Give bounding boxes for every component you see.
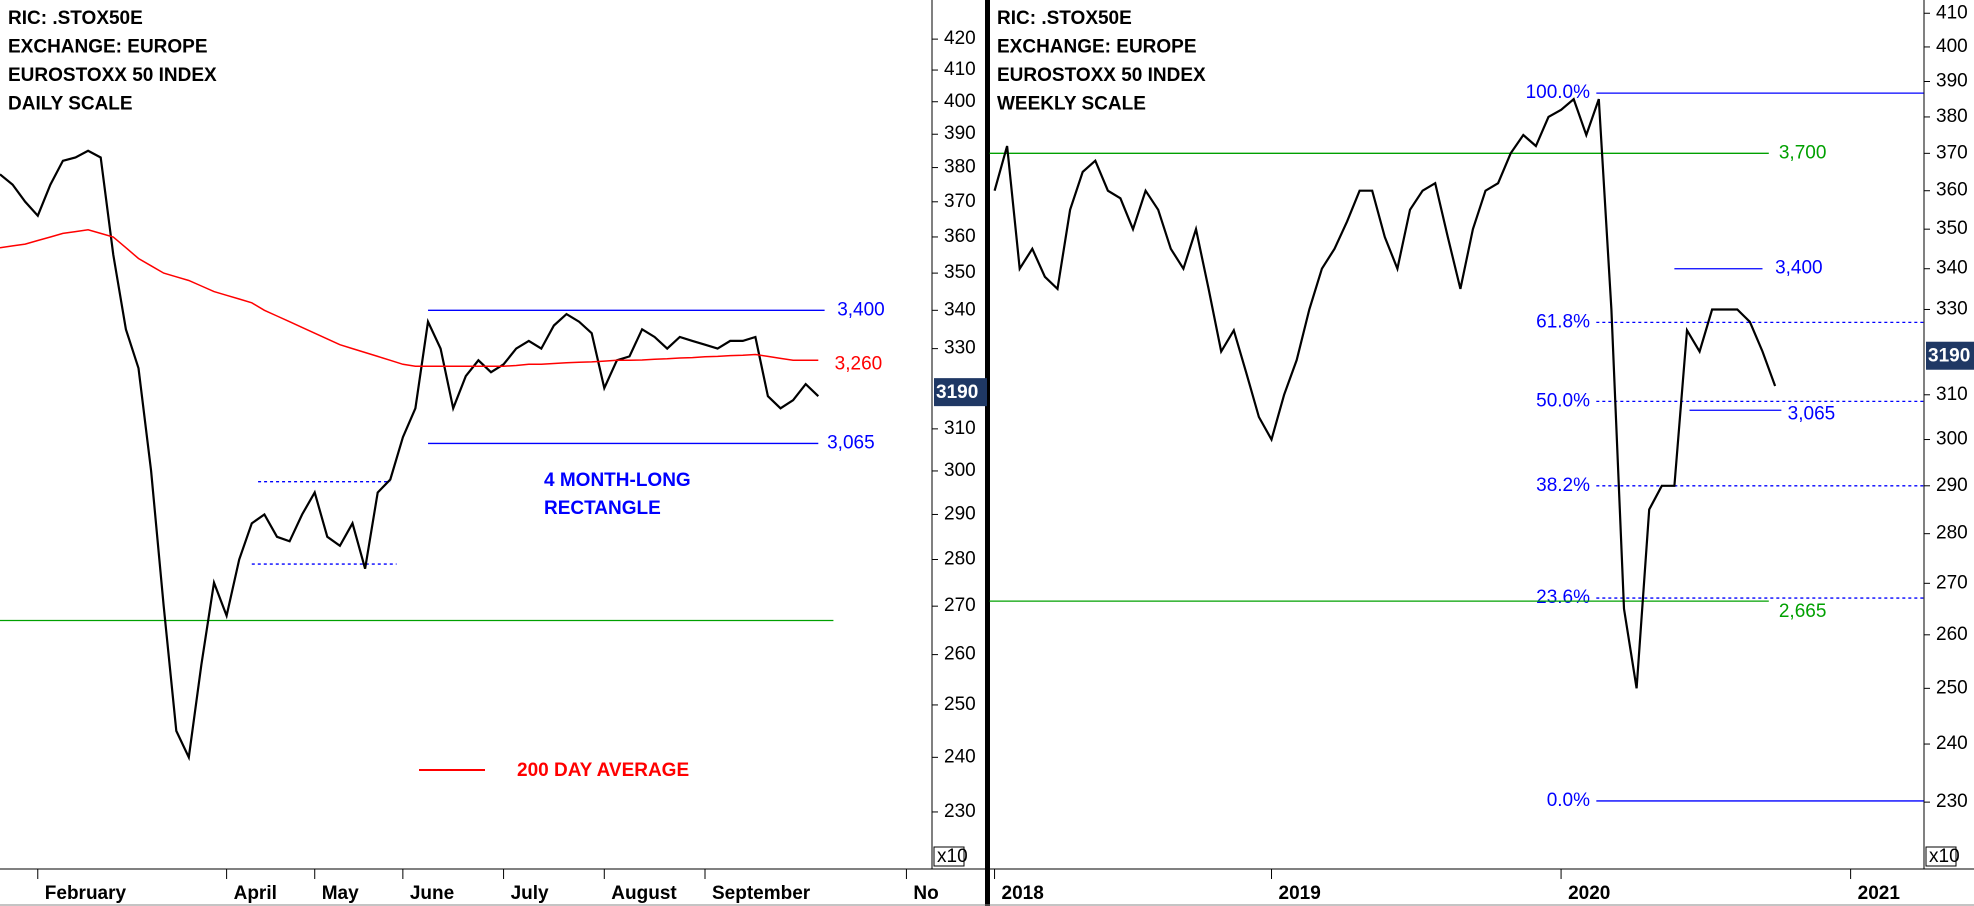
- price-line: [0, 149, 820, 762]
- panel-divider: [985, 0, 990, 906]
- header-line: DAILY SCALE: [8, 94, 133, 115]
- y-tick-label: 270: [944, 595, 976, 616]
- header-line: RIC: .STOX50E: [8, 8, 143, 29]
- y-tick-label: 360: [944, 226, 976, 247]
- y-tick-label: 250: [944, 694, 976, 715]
- y-tick-label: 390: [1936, 71, 1968, 92]
- legend-label: 200 DAY AVERAGE: [517, 760, 689, 781]
- y-tick-label: 340: [1936, 258, 1968, 279]
- y-tick-label: 310: [944, 418, 976, 439]
- x-tick-label: 2019: [1279, 883, 1321, 904]
- last-value-tag: [934, 378, 987, 407]
- y-tick-label: 380: [1936, 106, 1968, 127]
- level-label: 61.8%: [1536, 311, 1590, 332]
- y-tick-label: 240: [944, 746, 976, 767]
- level-label: 3,260: [835, 353, 883, 374]
- unit-box: [1925, 846, 1957, 867]
- header-line: EXCHANGE: EUROPE: [8, 37, 208, 58]
- annotation: 4 MONTH-LONG: [544, 470, 691, 491]
- y-tick-label: 280: [944, 549, 976, 570]
- annotation: RECTANGLE: [544, 498, 661, 519]
- y-tick-label: 410: [944, 59, 976, 80]
- x-tick-label: June: [410, 883, 454, 904]
- level-label: 3,400: [837, 299, 885, 320]
- y-tick-label: 330: [1936, 298, 1968, 319]
- level-label: 0.0%: [1547, 790, 1590, 811]
- y-tick-label: 290: [944, 503, 976, 524]
- x-tick-label: No: [913, 883, 938, 904]
- y-tick-label: 400: [1936, 36, 1968, 57]
- unit-box: [933, 846, 965, 867]
- x-tick-label: April: [234, 883, 277, 904]
- y-tick-label: 300: [944, 460, 976, 481]
- y-tick-label: 260: [944, 644, 976, 665]
- x-tick-label: 2018: [1002, 883, 1044, 904]
- last-value-label: 3190: [1928, 346, 1970, 367]
- level-label: 2,665: [1779, 601, 1827, 622]
- y-tick-label: 240: [1936, 733, 1968, 754]
- y-tick-label: 230: [1936, 791, 1968, 812]
- axis-unit: x10: [937, 846, 968, 867]
- price-line: [993, 97, 1777, 689]
- y-tick-label: 420: [944, 28, 976, 49]
- last-value-tag: [1926, 341, 1974, 370]
- x-tick-label: August: [611, 883, 677, 904]
- y-tick-label: 290: [1936, 475, 1968, 496]
- average-line: [0, 229, 819, 367]
- header-line: EUROSTOXX 50 INDEX: [8, 65, 217, 86]
- y-tick-label: 280: [1936, 523, 1968, 544]
- level-label: 3,400: [1775, 258, 1823, 279]
- y-tick-label: 250: [1936, 677, 1968, 698]
- y-tick-label: 370: [1936, 142, 1968, 163]
- x-tick-label: 2020: [1568, 883, 1610, 904]
- y-tick-label: 340: [944, 299, 976, 320]
- level-label: 3,700: [1779, 142, 1827, 163]
- y-tick-label: 410: [1936, 2, 1968, 23]
- x-tick-label: February: [45, 883, 127, 904]
- level-label: 50.0%: [1536, 390, 1590, 411]
- y-tick-label: 300: [1936, 429, 1968, 450]
- y-tick-label: 230: [944, 801, 976, 822]
- y-tick-label: 380: [944, 157, 976, 178]
- level-label: 100.0%: [1526, 82, 1591, 103]
- y-tick-label: 260: [1936, 624, 1968, 645]
- y-tick-label: 370: [944, 191, 976, 212]
- header-line: WEEKLY SCALE: [997, 94, 1146, 115]
- y-tick-label: 360: [1936, 180, 1968, 201]
- x-tick-label: 2021: [1858, 883, 1901, 904]
- x-tick-label: September: [712, 883, 811, 904]
- header-line: RIC: .STOX50E: [997, 8, 1132, 29]
- level-label: 3,065: [827, 432, 875, 453]
- y-tick-label: 350: [1936, 218, 1968, 239]
- header-line: EUROSTOXX 50 INDEX: [997, 65, 1206, 86]
- y-tick-label: 270: [1936, 572, 1968, 593]
- level-label: 38.2%: [1536, 475, 1590, 496]
- y-tick-label: 350: [944, 262, 976, 283]
- axis-unit: x10: [1929, 846, 1960, 867]
- x-tick-label: July: [511, 883, 549, 904]
- level-label: 23.6%: [1536, 587, 1590, 608]
- y-tick-label: 390: [944, 123, 976, 144]
- last-value-label: 3190: [936, 382, 978, 403]
- y-tick-label: 330: [944, 338, 976, 359]
- y-tick-label: 310: [1936, 384, 1968, 405]
- x-tick-label: May: [322, 883, 359, 904]
- level-label: 3,065: [1788, 403, 1836, 424]
- y-tick-label: 400: [944, 91, 976, 112]
- header-line: EXCHANGE: EUROPE: [997, 37, 1197, 58]
